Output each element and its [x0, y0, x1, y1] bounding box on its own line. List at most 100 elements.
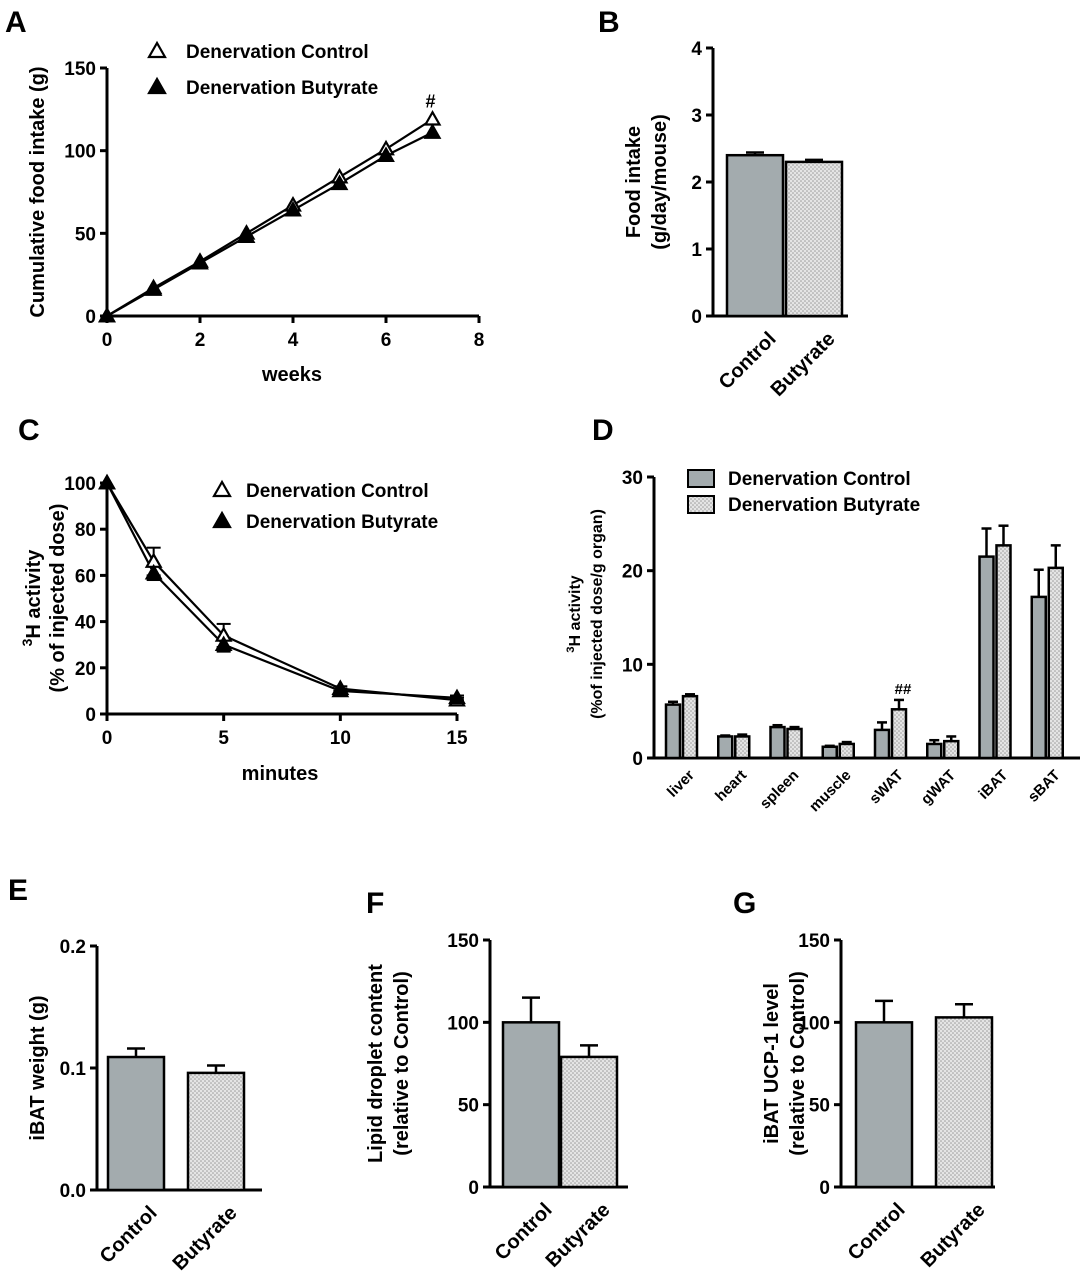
- y-tick-label: 0: [85, 705, 96, 726]
- bar-swat-butyrate: [890, 708, 908, 760]
- data-point: [331, 681, 350, 698]
- y-axis-label-secondary: (relative to Control): [787, 971, 809, 1155]
- panel-label-c: C: [18, 414, 40, 447]
- bar-ibat-butyrate: [995, 544, 1012, 760]
- y-axis-label-superscript: 3: [19, 638, 35, 646]
- y-tick-label: 0.2: [60, 937, 86, 958]
- x-tick-label: 6: [381, 330, 392, 351]
- data-point: [330, 174, 349, 191]
- y-tick-label: 100: [447, 1013, 479, 1034]
- category-label: liver: [664, 767, 698, 801]
- y-axis-label: 3H activity: [565, 575, 584, 652]
- bar-spleen-butyrate: [786, 727, 803, 760]
- significance-marker: #: [425, 91, 435, 111]
- bar-muscle-control: [821, 745, 838, 760]
- chart-e: 0.0 0.1 0.2 Control Butyrate iBAT weight (g): [27, 937, 262, 1275]
- panel-label-g: G: [733, 887, 756, 920]
- x-tick-label: 4: [288, 330, 299, 351]
- category-label: iBAT: [975, 767, 1011, 803]
- bar-control: [725, 153, 785, 318]
- x-tick-label: 5: [218, 728, 229, 749]
- legend-label: Denervation Butyrate: [186, 78, 378, 99]
- y-tick-label: 40: [75, 613, 96, 634]
- panel-label-a: A: [5, 6, 27, 39]
- data-point: [191, 253, 209, 270]
- y-tick-label: 100: [798, 1013, 830, 1034]
- y-tick-label: 30: [622, 468, 643, 489]
- legend-label: Denervation Control: [186, 42, 369, 63]
- bar-sbat-control: [1030, 595, 1047, 760]
- y-axis-label-text: H activity: [567, 575, 584, 646]
- x-tick-label: 15: [446, 728, 468, 749]
- data-point: [144, 280, 163, 296]
- data-point: [214, 635, 233, 652]
- y-axis-label: iBAT weight (g): [27, 995, 49, 1140]
- y-axis-label: Food intake: [623, 126, 645, 238]
- data-point: [98, 306, 116, 323]
- bar-swat-control: [873, 728, 891, 760]
- bar-control: [106, 1055, 166, 1192]
- bar-control: [501, 1021, 561, 1189]
- y-axis-label: Cumulative food intake (g): [27, 66, 49, 317]
- bar-butyrate: [784, 160, 844, 318]
- y-tick-label: 0: [819, 1178, 830, 1199]
- bar-ibat-control: [978, 555, 995, 760]
- category-label: Butyrate: [542, 1199, 615, 1272]
- y-tick-label: 20: [75, 659, 96, 680]
- category-label: Butyrate: [917, 1199, 990, 1272]
- legend-marker: [147, 76, 167, 95]
- y-axis-label: iBAT UCP-1 level: [761, 983, 783, 1144]
- category-label: Butyrate: [169, 1202, 242, 1275]
- bar-butyrate: [186, 1071, 246, 1192]
- y-tick-label: 20: [622, 562, 643, 583]
- y-tick-label: 100: [64, 142, 96, 163]
- category-label: heart: [712, 767, 750, 805]
- category-label: spleen: [757, 767, 803, 813]
- data-point: [448, 688, 466, 705]
- y-tick-label: 0: [632, 749, 643, 770]
- y-tick-label: 0.1: [60, 1059, 87, 1080]
- panel-label-b: B: [598, 6, 620, 39]
- y-axis-label-secondary: (%of injected dose/g organ): [589, 509, 606, 719]
- significance-marker: ##: [895, 681, 912, 698]
- category-label: sWAT: [866, 767, 907, 808]
- data-point: [98, 473, 116, 490]
- y-axis-label-secondary: (% of injected dose): [47, 504, 69, 693]
- category-label: muscle: [806, 767, 855, 816]
- x-tick-label: 0: [102, 728, 113, 749]
- y-tick-label: 50: [809, 1096, 830, 1117]
- data-point: [377, 146, 395, 162]
- data-point: [144, 563, 163, 580]
- bar-gwat-butyrate: [943, 739, 960, 760]
- data-point: [423, 123, 442, 139]
- bar-control: [854, 1021, 914, 1189]
- bar-spleen-control: [769, 725, 786, 760]
- bar-butyrate: [934, 1016, 994, 1189]
- y-tick-label: 4: [691, 39, 702, 60]
- x-tick-label: 8: [474, 330, 485, 351]
- x-tick-label: 2: [195, 330, 206, 351]
- chart-d: 0 10 20 30 liver heart spleen muscle sWAT gWAT iBA…: [565, 468, 1080, 815]
- bar-heart-butyrate: [734, 735, 751, 760]
- y-tick-label: 50: [458, 1096, 479, 1117]
- bar-gwat-control: [926, 742, 943, 760]
- panel-label-d: D: [592, 414, 614, 447]
- y-tick-label: 0: [85, 307, 96, 328]
- legend-swatch: [687, 495, 715, 514]
- y-axis-label-superscript: 3: [565, 646, 577, 652]
- y-tick-label: 2: [691, 173, 702, 194]
- category-label: Control: [844, 1199, 910, 1265]
- y-tick-label: 10: [622, 655, 643, 676]
- bar-liver-butyrate: [681, 694, 699, 760]
- y-tick-label: 0: [691, 307, 702, 328]
- y-tick-label: 0: [468, 1178, 479, 1199]
- legend-label: Denervation Butyrate: [728, 495, 920, 516]
- chart-g: 0 50 100 150 Control Butyrate iBAT UCP-1 level…: [761, 931, 995, 1272]
- bar-heart-control: [717, 735, 734, 760]
- category-label: Butyrate: [767, 328, 840, 401]
- y-tick-label: 1: [691, 240, 702, 261]
- y-tick-label: 60: [75, 566, 96, 587]
- x-tick-label: 10: [330, 728, 351, 749]
- data-point: [284, 200, 302, 217]
